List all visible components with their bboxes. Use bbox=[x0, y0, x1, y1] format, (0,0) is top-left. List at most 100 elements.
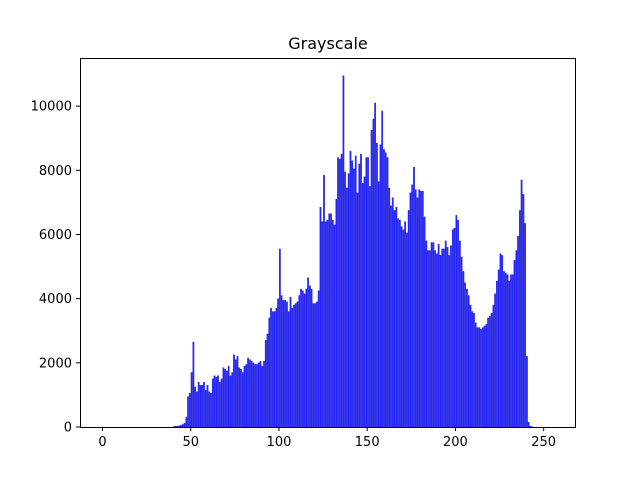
histogram-bar bbox=[333, 224, 336, 428]
histogram-bar bbox=[467, 295, 470, 428]
histogram-bar bbox=[428, 250, 431, 428]
histogram-bar bbox=[192, 341, 195, 428]
histogram-bar bbox=[188, 393, 191, 428]
histogram-bar bbox=[222, 367, 225, 428]
histogram-bar bbox=[250, 361, 253, 428]
histogram-bar bbox=[293, 304, 295, 428]
x-tick-label: 50 bbox=[182, 435, 199, 450]
histogram-bar bbox=[233, 354, 235, 428]
histogram-bar bbox=[194, 386, 197, 428]
histogram-bar bbox=[247, 357, 249, 428]
histogram-bar bbox=[220, 378, 223, 428]
x-axis: 0 50 100 150 200 250 bbox=[98, 427, 556, 450]
histogram-bar bbox=[324, 221, 327, 428]
histogram-bar bbox=[411, 184, 414, 428]
histogram-bar bbox=[298, 295, 301, 428]
histogram-bar bbox=[360, 154, 362, 428]
histogram-bar bbox=[180, 424, 182, 428]
histogram-bar bbox=[296, 301, 299, 428]
x-tick-label: 150 bbox=[355, 435, 380, 450]
histogram-bar bbox=[413, 166, 415, 428]
histogram-bar bbox=[261, 365, 264, 428]
histogram-bar bbox=[506, 274, 509, 428]
histogram-bar bbox=[356, 192, 359, 428]
histogram-bar bbox=[248, 359, 251, 428]
histogram-bar bbox=[365, 157, 368, 428]
histogram-bar bbox=[425, 240, 428, 428]
histogram-bar bbox=[469, 304, 472, 428]
histogram-bar bbox=[372, 118, 375, 428]
histogram-bar bbox=[441, 248, 444, 428]
histogram-bar bbox=[199, 385, 202, 428]
histogram-bar bbox=[443, 248, 445, 428]
x-tick-label: 200 bbox=[443, 435, 468, 450]
histogram-bar bbox=[485, 324, 488, 428]
histogram-bar bbox=[245, 364, 248, 428]
histogram-bar bbox=[400, 226, 403, 428]
histogram-bar bbox=[439, 255, 442, 428]
histogram-bar bbox=[316, 301, 318, 428]
histogram-bar bbox=[335, 199, 338, 428]
histogram-bar bbox=[388, 187, 391, 428]
histogram-bar bbox=[522, 194, 525, 428]
histogram-bar bbox=[213, 375, 216, 428]
histogram-bar bbox=[453, 227, 456, 428]
histogram-bar bbox=[215, 377, 218, 428]
histogram-bar bbox=[409, 192, 412, 428]
histogram-bar bbox=[263, 361, 265, 428]
histogram-bar bbox=[208, 391, 211, 428]
histogram-bar bbox=[197, 381, 200, 428]
histogram-bar bbox=[490, 312, 493, 428]
histogram-bar bbox=[185, 417, 188, 428]
histogram-bar bbox=[414, 189, 417, 428]
histogram-bar bbox=[381, 110, 384, 428]
histogram-bar bbox=[280, 295, 283, 428]
histogram-bar bbox=[487, 317, 489, 428]
histogram-bar bbox=[319, 207, 322, 428]
histogram-bar bbox=[181, 424, 184, 428]
histogram-bar bbox=[203, 381, 205, 428]
histogram-bar bbox=[328, 213, 331, 428]
histogram-bar bbox=[478, 327, 481, 428]
histogram-bar bbox=[367, 157, 369, 428]
histogram-bar bbox=[289, 296, 292, 428]
histogram-bar bbox=[317, 290, 320, 428]
histogram-bar bbox=[254, 364, 257, 428]
histogram-bar bbox=[393, 210, 396, 428]
histogram-bar bbox=[256, 364, 258, 428]
histogram-bar bbox=[460, 256, 463, 428]
histogram-bar bbox=[363, 176, 366, 428]
histogram-bar bbox=[226, 370, 228, 428]
y-tick-label: 10000 bbox=[31, 100, 72, 115]
x-tick-label: 250 bbox=[531, 435, 556, 450]
histogram-bar bbox=[488, 316, 491, 428]
histogram-bar bbox=[416, 197, 419, 428]
histogram-bar bbox=[236, 356, 239, 428]
histogram-bar bbox=[519, 210, 521, 428]
y-tick-label: 0 bbox=[64, 421, 72, 436]
histogram-bar bbox=[347, 173, 350, 428]
histogram-bar bbox=[337, 157, 339, 428]
histogram-bar bbox=[331, 219, 334, 428]
histogram-bar bbox=[457, 219, 459, 428]
histogram-bar bbox=[346, 187, 348, 428]
histogram-bar bbox=[240, 369, 242, 428]
histogram-bar bbox=[402, 229, 405, 428]
histogram-bar bbox=[271, 311, 274, 428]
histogram-bar bbox=[227, 365, 230, 428]
histogram-bar bbox=[312, 303, 315, 428]
histogram-bar bbox=[330, 213, 332, 428]
histogram-bar bbox=[310, 288, 313, 428]
histogram-bar bbox=[471, 311, 474, 428]
histogram-bar bbox=[418, 189, 421, 428]
histogram-bar bbox=[291, 308, 294, 428]
histogram-bar bbox=[206, 385, 209, 428]
histogram-bar bbox=[483, 325, 486, 428]
histogram-bar bbox=[497, 269, 500, 428]
histogram-bar bbox=[494, 293, 497, 428]
histogram-bar bbox=[444, 240, 447, 428]
y-tick-label: 8000 bbox=[39, 164, 72, 179]
histogram-bar bbox=[361, 182, 364, 428]
histogram-bar bbox=[437, 243, 440, 428]
